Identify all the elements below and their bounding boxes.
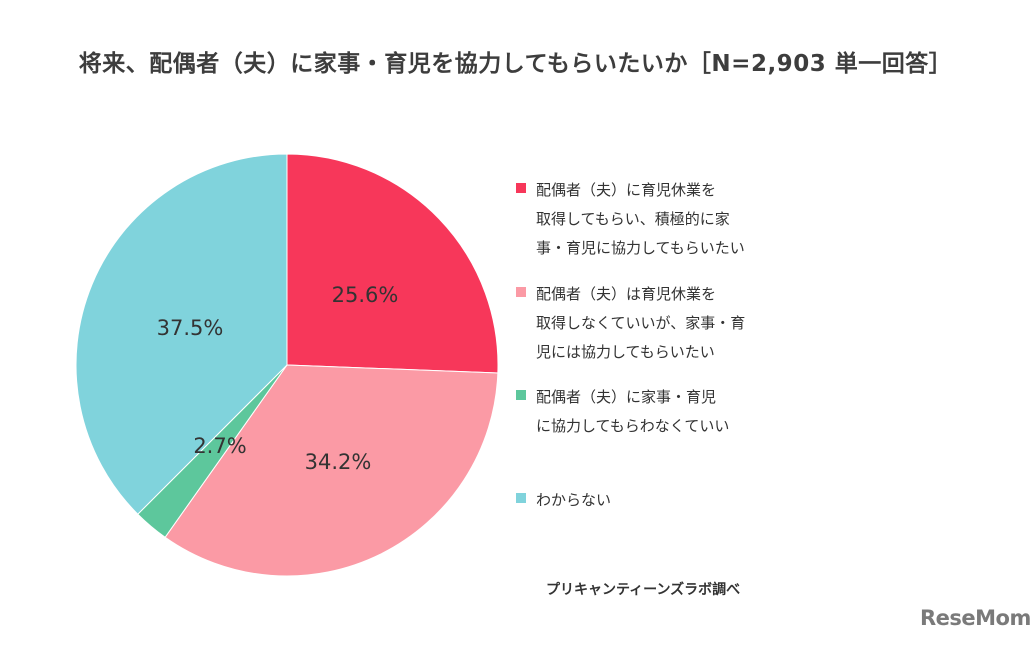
- slice-label-2: 34.2%: [305, 450, 372, 474]
- slice-label-3: 2.7%: [193, 434, 246, 458]
- slice-label-1: 25.6%: [332, 283, 399, 307]
- legend-label-1: 配偶者（夫）に育児休業を 取得してもらい、積極的に家 事・育児に協力してもらいた…: [536, 181, 745, 257]
- legend-label-4: わからない: [536, 491, 612, 509]
- slice-label-4: 37.5%: [157, 316, 224, 340]
- resemom-logo: ReseMom: [920, 606, 1031, 630]
- source-note: プリキャンティーンズラボ調べ: [546, 582, 741, 598]
- pie-slice-1: [286, 153, 499, 374]
- pie-slice-2: [164, 364, 499, 577]
- chart-title: 将来、配偶者（夫）に家事・育児を協力してもらいたいか［N=2,903 単一回答］: [78, 51, 953, 77]
- legend-swatch-3: [516, 390, 526, 400]
- legend-label-3: 配偶者（夫）に家事・育児 に協力してもらわなくていい: [536, 388, 730, 435]
- legend-swatch-1: [516, 183, 526, 193]
- legend-swatch-2: [516, 287, 526, 297]
- legend-label-2: 配偶者（夫）は育児休業を 取得しなくていいが、家事・育 児には協力してもらいたい: [536, 285, 746, 361]
- pie-slice-4: [75, 153, 288, 515]
- legend-swatch-4: [516, 493, 526, 503]
